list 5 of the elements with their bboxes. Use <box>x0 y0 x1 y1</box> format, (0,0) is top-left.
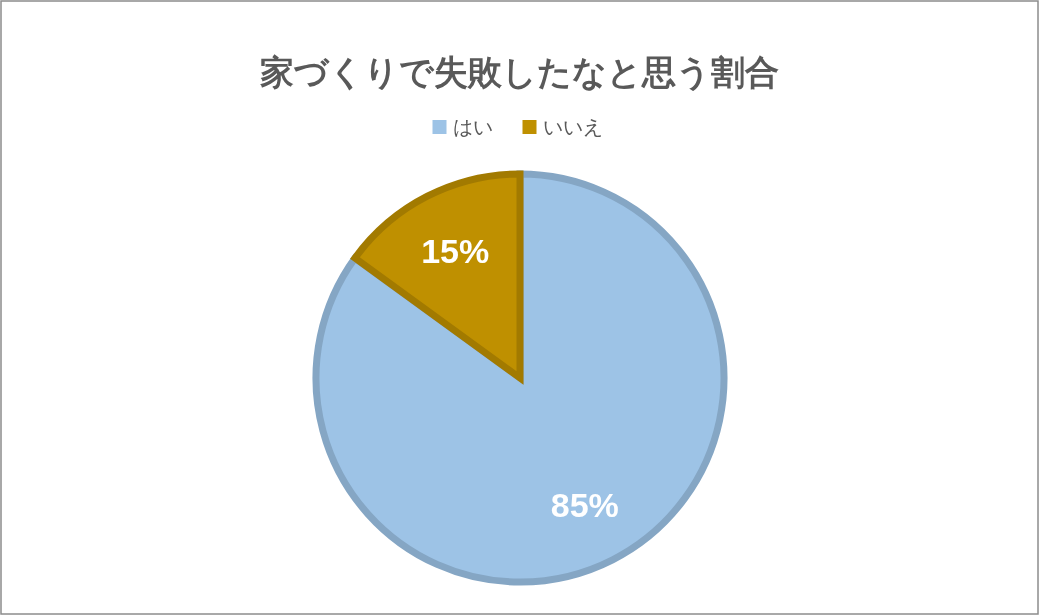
chart-title: 家づくりで失敗したなと思う割合 <box>260 53 779 92</box>
data-label: 15% <box>421 231 490 270</box>
legend-label: いいえ <box>542 116 603 138</box>
data-label: 85% <box>550 486 619 525</box>
legend-label: はい <box>452 116 493 138</box>
